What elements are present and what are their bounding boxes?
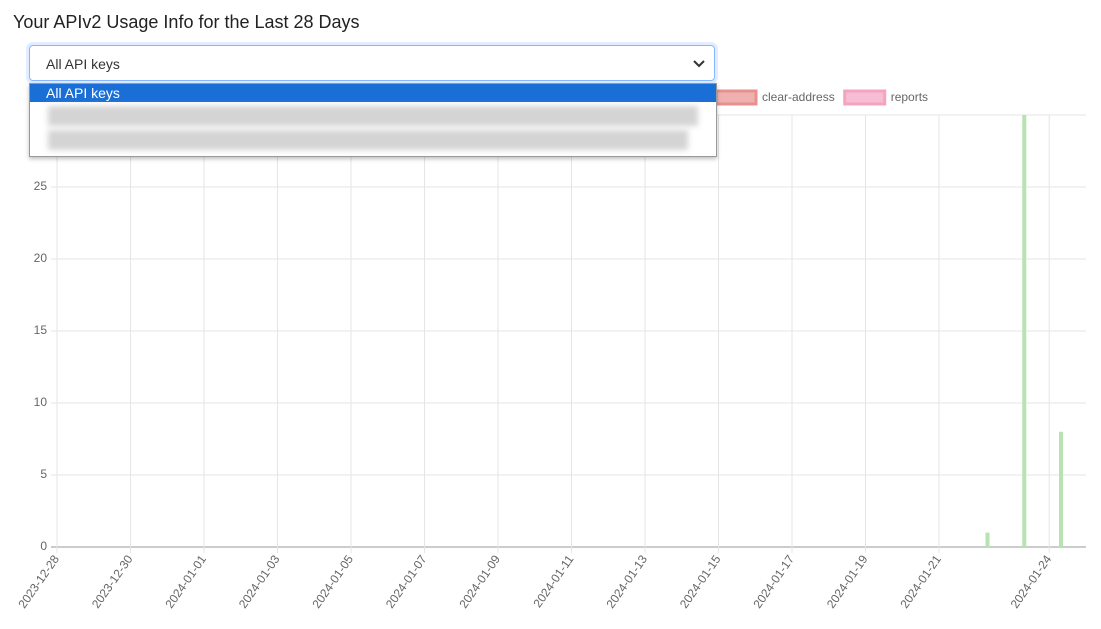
selected-option: All API keys [46, 56, 120, 72]
x-tick-label: 2023-12-28 [15, 552, 62, 611]
legend-item[interactable]: clear-address [714, 89, 835, 106]
y-tick-label: 25 [34, 179, 48, 193]
x-tick-label: 2023-12-30 [89, 552, 136, 611]
legend-swatch [843, 89, 887, 106]
x-tick-label: 2024-01-24 [1008, 552, 1055, 611]
legend-item[interactable]: reports [843, 89, 928, 106]
api-key-select[interactable]: All API keys [29, 45, 715, 81]
bar [985, 532, 990, 547]
x-tick-label: 2024-01-19 [824, 552, 871, 611]
dropdown-menu: All API keys [29, 83, 717, 157]
legend-label: reports [891, 90, 928, 104]
x-tick-label: 2024-01-05 [309, 552, 356, 611]
legend-label: clear-address [762, 90, 835, 104]
redacted-option[interactable] [48, 130, 688, 150]
bar [1022, 115, 1027, 547]
page-title: Your APIv2 Usage Info for the Last 28 Da… [13, 12, 360, 32]
chevron [693, 60, 705, 68]
x-tick-label: 2024-01-15 [677, 552, 724, 611]
y-tick-label: 20 [34, 251, 48, 265]
x-tick-label: 2024-01-11 [530, 552, 576, 610]
x-tick-label: 2024-01-07 [383, 552, 430, 611]
x-tick-label: 2024-01-03 [236, 552, 283, 611]
y-tick-label: 5 [40, 467, 47, 481]
x-tick-label: 2024-01-21 [897, 552, 944, 611]
y-tick-label: 15 [34, 323, 48, 337]
x-tick-label: 2024-01-17 [750, 552, 797, 611]
y-tick-label: 10 [34, 395, 48, 409]
y-tick-label: 0 [40, 539, 47, 553]
bar [1059, 431, 1064, 547]
legend-swatch [714, 89, 758, 106]
x-tick-label: 2024-01-09 [456, 552, 503, 611]
dropdown-option[interactable]: All API keys [30, 84, 716, 102]
x-tick-label: 2024-01-13 [603, 552, 650, 611]
x-tick-label: 2024-01-01 [162, 552, 209, 611]
redacted-option[interactable] [48, 106, 698, 126]
